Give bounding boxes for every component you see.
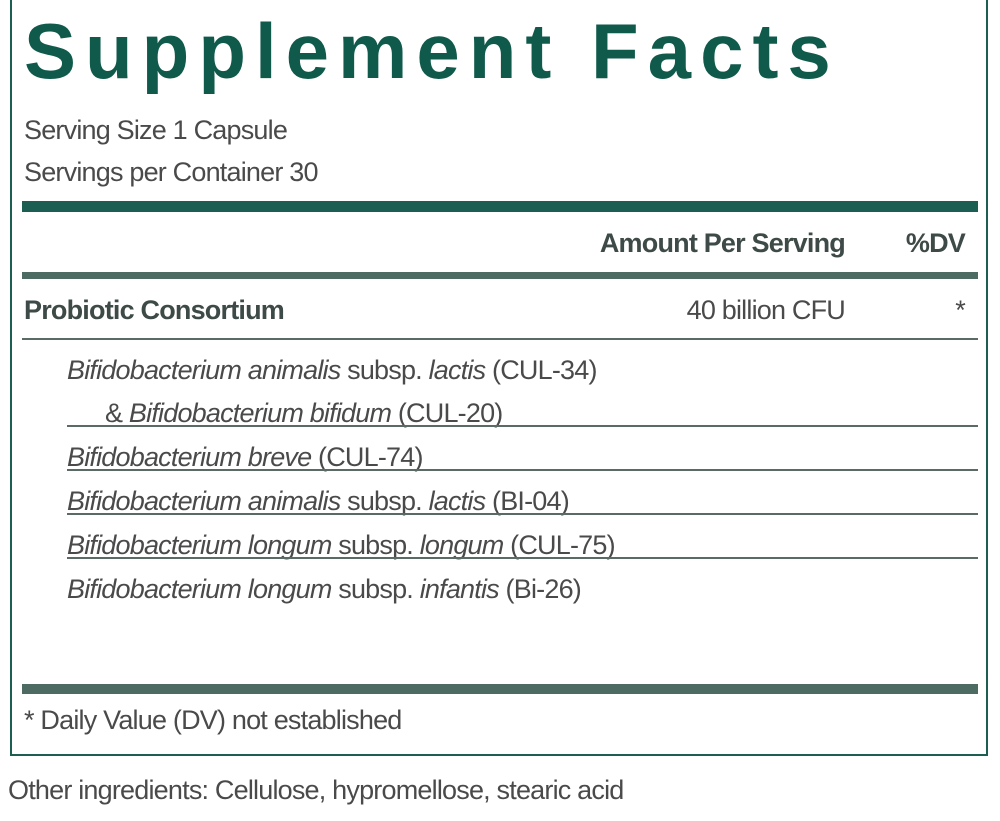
ingredient-text: Bifidobacterium animalis <box>67 486 341 516</box>
row-rule <box>67 425 978 427</box>
row-rule <box>67 469 978 471</box>
serving-size: Serving Size 1 Capsule <box>24 115 288 145</box>
blend-dv: * <box>955 295 965 325</box>
ingredient-text: subsp. <box>340 355 429 385</box>
ingredient-line: Bifidobacterium breve (CUL-74) <box>67 441 423 473</box>
ingredient-text: longum <box>419 530 505 560</box>
blend-name: Probiotic Consortium <box>24 295 285 325</box>
ingredient-text: (Bi-26) <box>498 574 582 604</box>
ingredient-text: Bifidobacterium longum <box>67 530 332 560</box>
ingredient-line: Bifidobacterium longum subsp. longum (CU… <box>67 529 616 561</box>
ingredient-text: lactis <box>428 486 487 516</box>
ingredient-text: Bifidobacterium bifidum <box>128 398 392 428</box>
ingredient-line: & Bifidobacterium bifidum (CUL-20) <box>105 397 503 429</box>
column-header: Amount Per Serving <box>599 228 846 258</box>
ingredient-line: Bifidobacterium longum subsp. infantis (… <box>67 573 582 605</box>
ingredient-text: Bifidobacterium animalis <box>67 355 341 385</box>
column-header: %DV <box>905 228 966 258</box>
thick-rule <box>22 684 978 694</box>
blend-amount: 40 billion CFU <box>686 295 846 325</box>
ingredient-text: infantis <box>419 574 500 604</box>
ingredient-text: (CUL-20) <box>391 398 503 428</box>
title: Supplement Facts <box>24 7 840 95</box>
ingredient-text: lactis <box>428 355 487 385</box>
other-ingredients: Other ingredients: Cellulose, hypromello… <box>8 775 624 805</box>
ingredient-text: (CUL-34) <box>485 355 597 385</box>
ingredient-text: & <box>105 398 129 428</box>
ingredient-text: Bifidobacterium longum <box>67 574 332 604</box>
row-rule <box>67 513 978 515</box>
label-border <box>10 0 988 756</box>
ingredient-text: subsp. <box>331 574 420 604</box>
ingredient-line: Bifidobacterium animalis subsp. lactis (… <box>67 354 597 386</box>
thick-rule <box>22 272 978 279</box>
ingredient-line: Bifidobacterium animalis subsp. lactis (… <box>67 485 570 517</box>
footnote: * Daily Value (DV) not established <box>24 705 402 735</box>
ingredient-text: (BI-04) <box>485 486 570 516</box>
row-rule <box>22 338 978 340</box>
ingredient-text: subsp. <box>331 530 420 560</box>
ingredient-text: subsp. <box>340 486 429 516</box>
ingredient-text: (CUL-75) <box>503 530 615 560</box>
ingredient-text: Bifidobacterium breve <box>67 442 312 472</box>
thick-rule <box>22 201 978 212</box>
ingredient-text: (CUL-74) <box>311 442 423 472</box>
row-rule <box>67 557 978 559</box>
servings-per-container: Servings per Container 30 <box>24 157 318 187</box>
